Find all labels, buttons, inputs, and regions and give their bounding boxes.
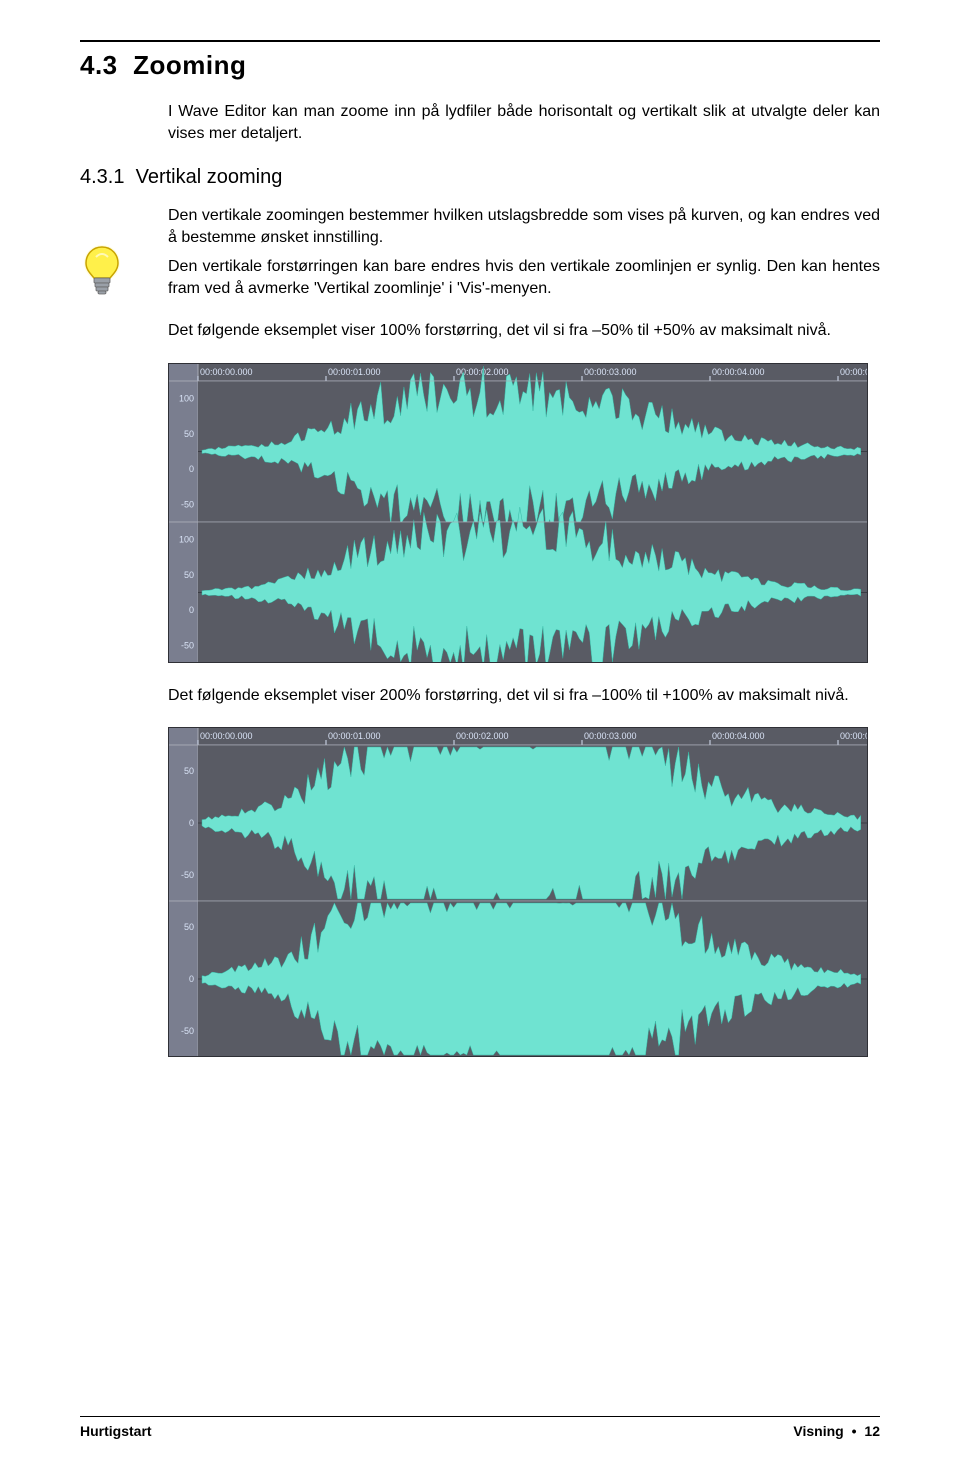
waveform-figure-2: 00:00:00.000 00:00:01.000 00:00:02.000 00:0…	[168, 727, 868, 1057]
footer-right-label: Visning	[793, 1423, 843, 1439]
subsection-number: 4.3.1	[80, 166, 124, 188]
svg-text:0: 0	[189, 818, 194, 828]
lightbulb-icon	[80, 243, 124, 299]
footer-left: Hurtigstart	[80, 1423, 152, 1439]
footer-right: Visning • 12	[793, 1423, 880, 1439]
section-title-text: Zooming	[133, 50, 246, 80]
svg-text:00:00:00.000: 00:00:00.000	[200, 367, 253, 377]
svg-text:100: 100	[179, 534, 194, 544]
section-number: 4.3	[80, 50, 118, 80]
svg-text:-50: -50	[181, 870, 194, 880]
svg-text:50: 50	[184, 570, 194, 580]
svg-text:00:00:03.000: 00:00:03.000	[584, 731, 637, 741]
svg-text:50: 50	[184, 922, 194, 932]
svg-text:0: 0	[189, 974, 194, 984]
svg-text:00:00:04.000: 00:00:04.000	[712, 367, 765, 377]
svg-text:50: 50	[184, 766, 194, 776]
waveform-svg-1: 00:00:00.00000:00:01.00000:00:02.00000:0…	[168, 363, 868, 663]
tip-icon-wrap	[80, 205, 168, 304]
svg-text:00:00:00.000: 00:00:00.000	[200, 731, 253, 741]
tip-block: Den vertikale zoomingen bestemmer hvilke…	[80, 205, 880, 307]
subsection-heading: 4.3.1 Vertikal zooming	[80, 166, 880, 189]
svg-text:00:00:03.000: 00:00:03.000	[584, 367, 637, 377]
svg-text:-50: -50	[181, 640, 194, 650]
section-intro: I Wave Editor kan man zoome inn på lydfi…	[168, 101, 880, 146]
svg-text:0: 0	[189, 605, 194, 615]
section-rule	[80, 40, 880, 42]
svg-text:100: 100	[179, 393, 194, 403]
svg-text:00:00:05.000: 00:00:05.000	[840, 367, 868, 377]
footer-page-number: 12	[864, 1423, 880, 1439]
subsection-p2: Den vertikale forstørringen kan bare end…	[168, 256, 880, 301]
example1-caption: Det følgende eksemplet viser 100% forstø…	[168, 320, 880, 342]
svg-text:-50: -50	[181, 1026, 194, 1036]
page: 4.3 Zooming I Wave Editor kan man zoome …	[0, 0, 960, 1057]
tip-text: Den vertikale zoomingen bestemmer hvilke…	[168, 205, 880, 307]
svg-text:00:00:01.000: 00:00:01.000	[328, 731, 381, 741]
footer-bullet: •	[852, 1423, 857, 1439]
waveform-figure-1: 00:00:00.00000:00:01.00000:00:02.00000:0…	[168, 363, 868, 663]
svg-text:00:00:01.000: 00:00:01.000	[328, 367, 381, 377]
svg-text:00:00:04.000: 00:00:04.000	[712, 731, 765, 741]
svg-text:50: 50	[184, 429, 194, 439]
waveform-svg-2: 00:00:00.000 00:00:01.000 00:00:02.000 00:0…	[168, 727, 868, 1057]
svg-text:0: 0	[189, 464, 194, 474]
subsection-title-text: Vertikal zooming	[136, 166, 283, 188]
page-footer: Hurtigstart Visning • 12	[80, 1416, 880, 1439]
example2-caption: Det følgende eksemplet viser 200% forstø…	[168, 685, 880, 707]
section-heading: 4.3 Zooming	[80, 50, 880, 81]
svg-text:-50: -50	[181, 499, 194, 509]
svg-text:00:00:05.000: 00:00:05.000	[840, 731, 868, 741]
subsection-p1: Den vertikale zoomingen bestemmer hvilke…	[168, 205, 880, 250]
svg-text:00:00:02.000: 00:00:02.000	[456, 731, 509, 741]
